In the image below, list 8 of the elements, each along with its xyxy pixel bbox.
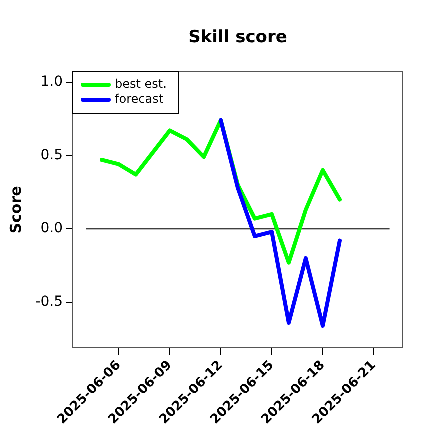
chart-title: Skill score: [188, 27, 288, 48]
legend-label: forecast: [115, 92, 164, 106]
y-tick-label: 0.0: [40, 220, 63, 237]
legend-label: best est.: [115, 77, 167, 92]
y-tick-label: -0.5: [36, 294, 63, 310]
y-tick-label: 0.5: [40, 147, 63, 164]
y-axis-title: Score: [6, 186, 25, 234]
y-tick-label: 1.0: [40, 74, 63, 90]
